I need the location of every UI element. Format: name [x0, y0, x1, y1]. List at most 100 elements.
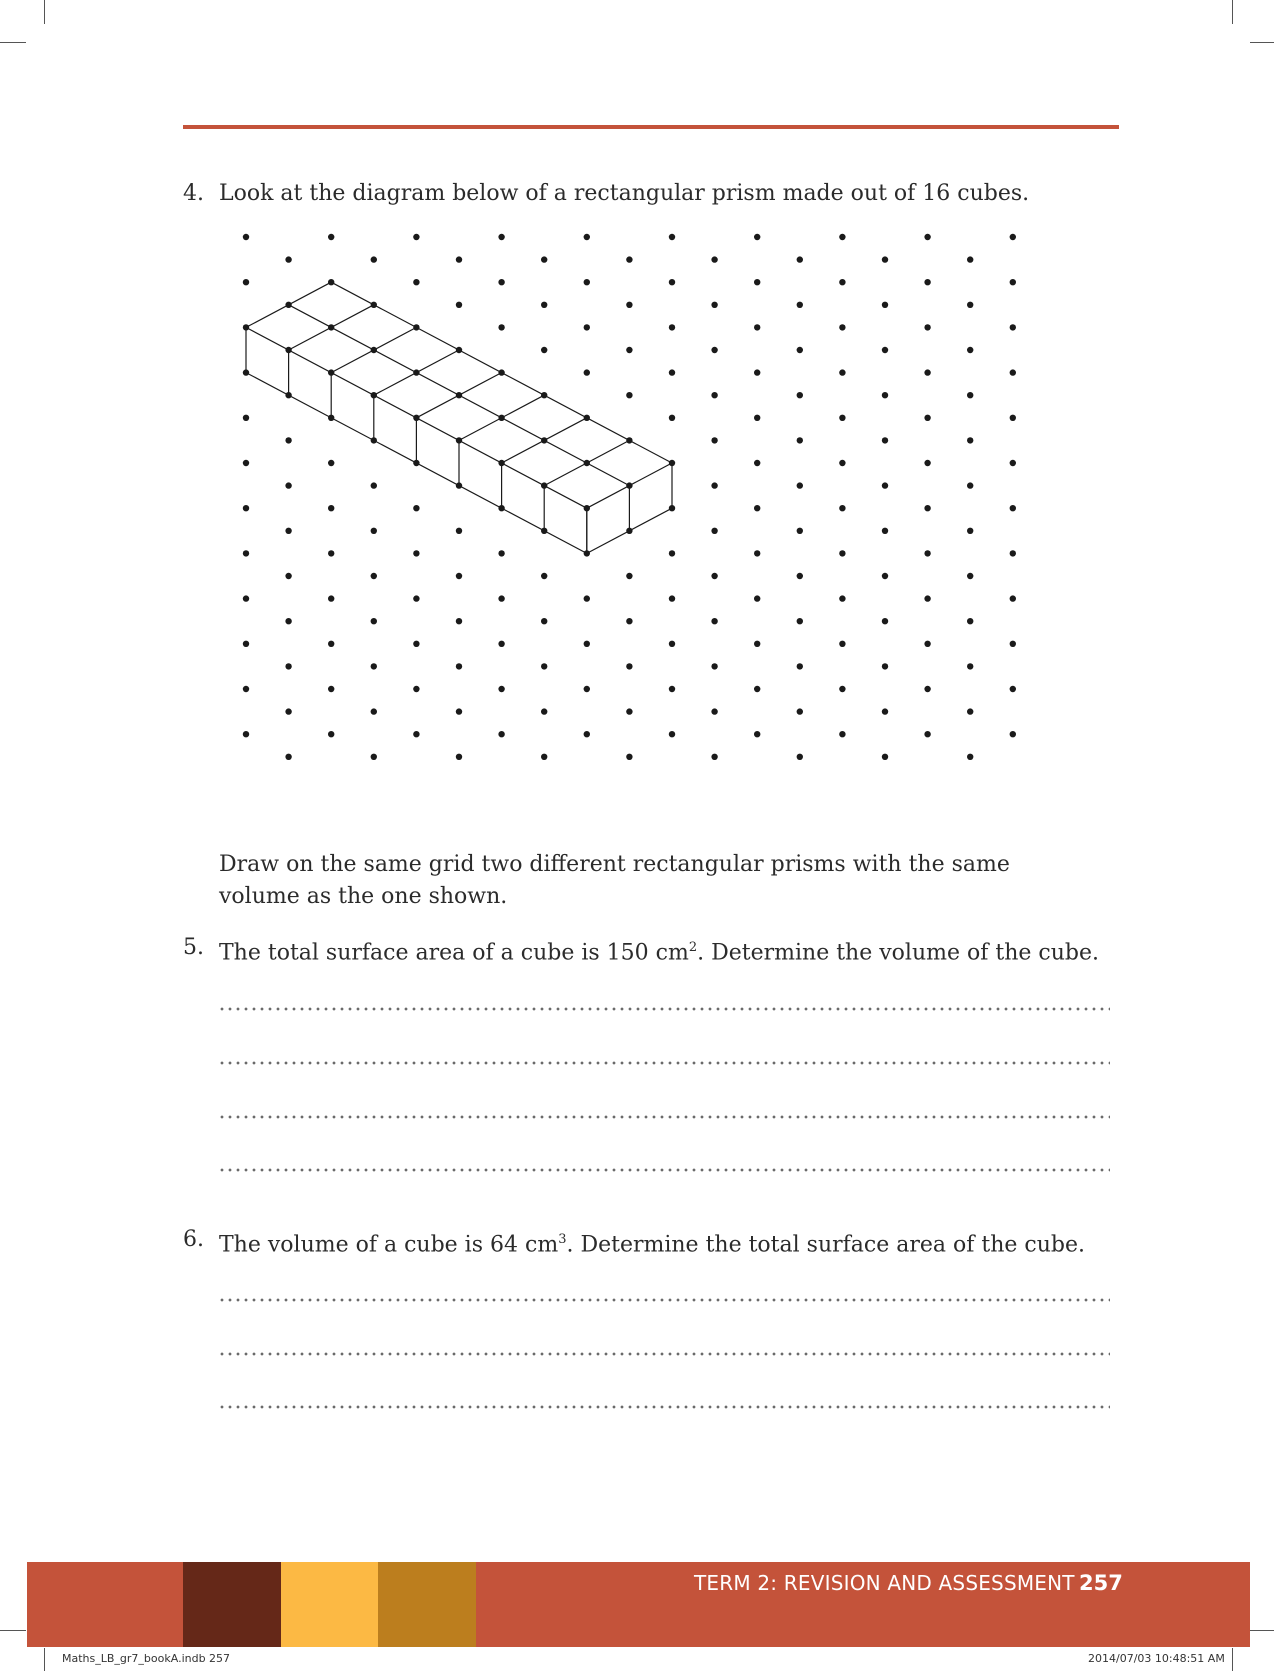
superscript: 3	[558, 1232, 567, 1247]
grid-dot	[839, 233, 846, 241]
question-text-part: . Determine the total surface area of th…	[566, 1232, 1085, 1258]
grid-dot	[668, 369, 676, 376]
grid-dot	[1009, 459, 1016, 467]
grid-dot	[711, 346, 718, 354]
grid-dot	[285, 527, 292, 534]
grid-dot	[796, 708, 803, 715]
answer-line[interactable]	[218, 1115, 1110, 1119]
grid-dot	[967, 256, 974, 263]
grid-dot	[328, 505, 335, 512]
question-6: 6. The volume of a cube is 64 cm3. Deter…	[183, 1225, 1085, 1258]
grid-dot	[796, 346, 803, 354]
grid-dot	[455, 618, 463, 625]
grid-dot	[881, 301, 889, 308]
grid-dot	[881, 708, 889, 715]
answer-line[interactable]	[218, 1168, 1110, 1172]
answer-line[interactable]	[218, 1298, 1110, 1302]
grid-dot	[583, 233, 590, 241]
grid-dot	[754, 324, 761, 331]
grid-dot	[668, 324, 676, 331]
answer-line[interactable]	[218, 1405, 1110, 1409]
grid-dot	[370, 482, 377, 489]
grid-dot	[413, 550, 420, 557]
grid-dot	[924, 233, 931, 241]
grid-dot	[711, 618, 718, 625]
grid-dot	[711, 437, 718, 444]
prism-edge	[501, 417, 588, 464]
grid-dot	[541, 572, 548, 580]
answer-line[interactable]	[218, 1007, 1110, 1011]
top-rule	[183, 125, 1119, 129]
grid-dot	[796, 392, 803, 399]
grid-dot	[242, 595, 250, 602]
grid-dot	[668, 414, 676, 421]
grid-dot	[839, 640, 846, 647]
grid-dot	[242, 414, 250, 421]
grid-dot	[754, 595, 761, 602]
grid-dot	[839, 414, 846, 421]
grid-dot	[242, 640, 250, 647]
grid-dot	[881, 753, 889, 760]
crop-mark	[1250, 42, 1274, 43]
grid-dot	[839, 459, 846, 467]
grid-dot	[413, 595, 420, 602]
grid-dot	[796, 301, 803, 308]
grid-dot	[754, 640, 761, 647]
isometric-dot-grid	[242, 233, 1016, 760]
grid-dot	[583, 369, 590, 376]
question-number: 4.	[183, 181, 204, 206]
grid-dot	[455, 256, 463, 263]
grid-dot	[711, 527, 718, 534]
crop-mark	[44, 1648, 45, 1671]
grid-dot	[285, 708, 292, 715]
grid-dot	[498, 550, 505, 557]
grid-dot	[839, 505, 846, 512]
superscript: 2	[688, 940, 698, 955]
grid-dot	[796, 482, 803, 489]
grid-dot	[711, 753, 718, 760]
grid-dot	[583, 640, 590, 647]
crop-mark	[1232, 0, 1233, 24]
grid-dot	[796, 753, 803, 760]
grid-dot	[541, 618, 548, 625]
grid-dot	[754, 369, 761, 376]
grid-dot	[754, 731, 761, 738]
grid-dot	[498, 640, 505, 647]
grid-dot	[455, 301, 463, 308]
grid-dot	[967, 392, 974, 399]
grid-dot	[413, 233, 420, 241]
grid-dot	[583, 324, 590, 331]
grid-dot	[967, 346, 974, 354]
grid-dot	[881, 527, 889, 534]
grid-dot	[285, 437, 292, 444]
prism-edge	[330, 326, 417, 374]
grid-dot	[1009, 640, 1016, 647]
answer-line[interactable]	[218, 1352, 1110, 1356]
crop-mark	[1232, 1648, 1233, 1671]
grid-dot	[796, 527, 803, 534]
grid-dot	[924, 459, 931, 467]
grid-dot	[668, 233, 676, 241]
grid-dot	[498, 279, 505, 286]
grid-dot	[967, 663, 974, 670]
grid-dot	[541, 256, 548, 263]
grid-dot	[839, 550, 846, 557]
grid-dot	[881, 437, 889, 444]
grid-dot	[583, 595, 590, 602]
grid-dot	[498, 324, 505, 331]
grid-dot	[967, 618, 974, 625]
grid-dot	[626, 392, 633, 399]
grid-dot	[754, 505, 761, 512]
grid-dot	[668, 640, 676, 647]
grid-dot	[328, 595, 335, 602]
grid-dot	[498, 685, 505, 693]
grid-dot	[370, 663, 377, 670]
grid-dot	[711, 301, 718, 308]
grid-dot	[967, 482, 974, 489]
question-text: The total surface area of a cube is 150 …	[219, 933, 1099, 968]
grid-dot	[328, 731, 335, 738]
grid-dot	[541, 663, 548, 670]
grid-dot	[881, 618, 889, 625]
answer-line[interactable]	[218, 1061, 1110, 1065]
grid-dot	[754, 685, 761, 693]
